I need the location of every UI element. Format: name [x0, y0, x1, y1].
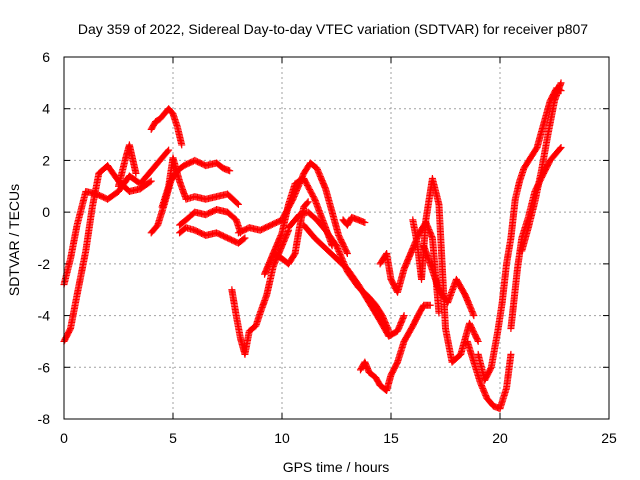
data-point-marker: [165, 146, 173, 154]
data-point-marker: [474, 336, 482, 344]
satellite-track-1: [60, 162, 155, 345]
y-axis-label: SDTVAR / TECUs: [6, 184, 22, 296]
y-tick-label: 2: [42, 152, 50, 168]
data-point-marker: [557, 79, 565, 87]
data-point-marker: [303, 199, 311, 207]
x-tick-label: 5: [169, 430, 177, 446]
satellite-track-6: [158, 154, 242, 211]
x-axis-label: GPS time / hours: [283, 459, 390, 475]
satellite-track-21: [474, 84, 565, 384]
satellite-track-20: [463, 337, 515, 413]
data-point-marker: [240, 235, 248, 243]
data-point-marker: [507, 350, 515, 358]
satellite-track-22: [507, 144, 565, 332]
y-tick-label: -8: [38, 411, 51, 427]
data-point-marker: [557, 144, 565, 151]
data-point-marker: [343, 248, 351, 256]
data-point-marker: [343, 250, 351, 258]
tick-labels: 0 5 10 15 20 25 -8 -6 -4 -2 0 2 4 6: [38, 49, 617, 446]
y-tick-label: -4: [38, 308, 51, 324]
data-point-marker: [304, 198, 312, 206]
satellite-track-18: [409, 175, 482, 366]
data-point-marker: [556, 145, 564, 153]
data-point-marker: [178, 141, 186, 149]
data-point-marker: [470, 312, 478, 320]
data-point-marker: [233, 199, 241, 207]
satellite-track-17: [376, 218, 443, 317]
data-point-marker: [426, 301, 434, 309]
data-point-marker: [234, 200, 242, 208]
y-tick-label: -2: [38, 256, 51, 272]
x-tick-label: 25: [601, 430, 617, 446]
satellite-track-15: [339, 213, 369, 229]
grid-lines: [64, 57, 609, 419]
x-tick-label: 0: [60, 430, 68, 446]
data-point-marker: [226, 167, 234, 175]
y-tick-label: -6: [38, 359, 51, 375]
y-tick-label: 4: [42, 101, 50, 117]
satellite-track-12: [269, 198, 312, 268]
data-point-marker: [132, 169, 140, 177]
y-tick-label: 0: [42, 204, 50, 220]
x-tick-label: 10: [274, 430, 290, 446]
data-point-marker: [474, 337, 482, 345]
data-point-marker: [147, 177, 155, 185]
x-tick-label: 15: [383, 430, 399, 446]
satellite-track-3: [115, 141, 140, 190]
satellite-track-2: [60, 146, 173, 289]
x-tick-label: 20: [492, 430, 508, 446]
satellite-track-16: [356, 301, 434, 395]
data-point-marker: [361, 218, 369, 226]
chart-title: Day 359 of 2022, Sidereal Day-to-day VTE…: [78, 21, 588, 37]
satellite-track-19: [420, 242, 478, 320]
data-point-marker: [146, 178, 154, 186]
satellite-track-8: [176, 224, 249, 247]
satellite-track-23: [518, 79, 565, 255]
plot-frame: [63, 56, 610, 420]
data-point-marker: [241, 234, 249, 242]
satellite-track-4: [147, 105, 186, 149]
y-tick-label: 6: [42, 49, 50, 65]
satellite-track-7: [176, 206, 245, 237]
data-point-marker: [164, 147, 172, 155]
data-point-marker: [400, 312, 408, 320]
data-points: [60, 79, 565, 413]
satellite-track-14: [300, 221, 408, 340]
